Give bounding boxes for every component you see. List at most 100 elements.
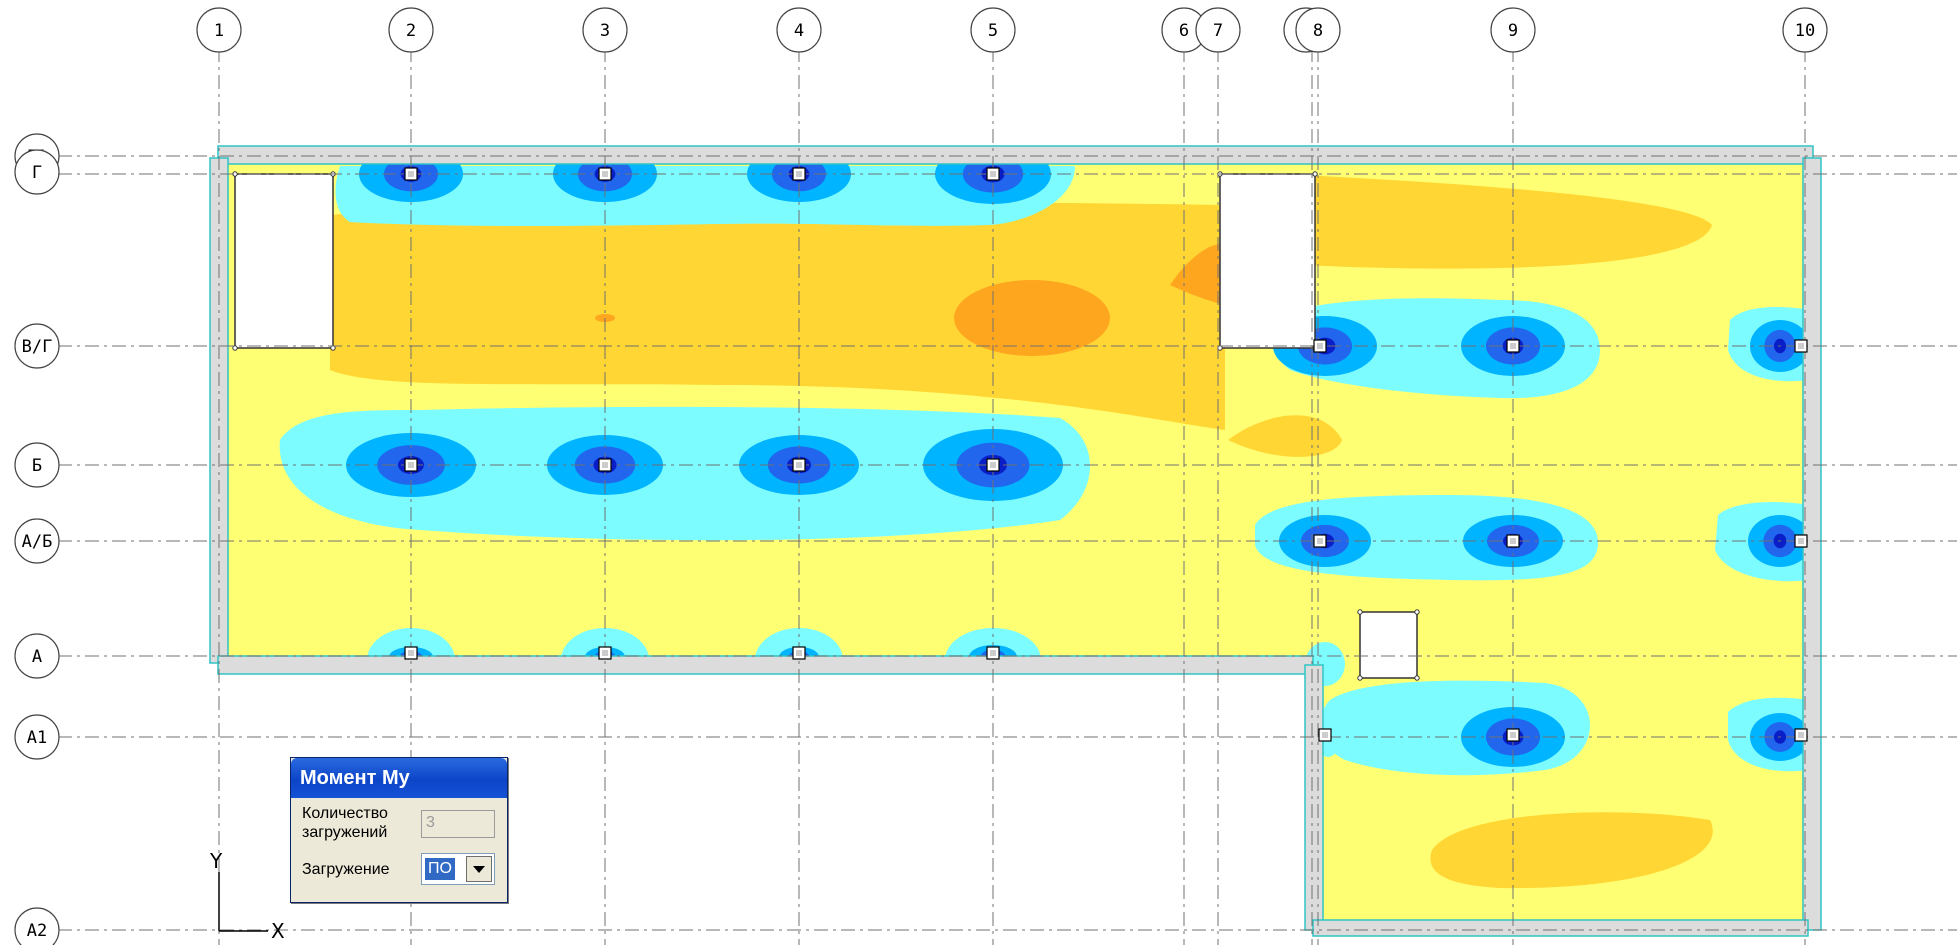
load-count-label: Количество загружений xyxy=(302,805,388,841)
opening-node xyxy=(1414,675,1420,681)
coordinate-axes-icon: Y X xyxy=(209,849,285,943)
axis-bubble-row-2: В/Г xyxy=(14,323,60,369)
column-marker-core xyxy=(1798,732,1804,738)
dialog-body: Количество загружений 3 Загружение ПО xyxy=(291,798,507,902)
axis-circle xyxy=(582,7,628,53)
column-marker-core xyxy=(602,171,608,177)
axis-label: 6 xyxy=(1179,21,1189,41)
column-marker-core xyxy=(990,462,996,468)
wall-segment xyxy=(217,145,1814,165)
axis-label: А1 xyxy=(27,728,47,748)
dialog-title[interactable]: Момент My xyxy=(291,758,507,798)
contour-orange-band xyxy=(330,202,1225,430)
dropdown-button[interactable] xyxy=(466,856,492,882)
axis-label: 10 xyxy=(1795,21,1815,41)
opening-node xyxy=(1357,675,1363,681)
axis-bubble-10: 10 xyxy=(1782,7,1828,53)
column-marker-core xyxy=(1510,343,1516,349)
axis-bubble-9: 9 xyxy=(1490,7,1536,53)
column-marker-core xyxy=(602,650,608,656)
contour-orange-band xyxy=(1228,415,1342,457)
axis-label: 9 xyxy=(1508,21,1518,41)
column-marker-core xyxy=(796,462,802,468)
column-markers xyxy=(404,167,1808,742)
axis-bubble-row-6: А1 xyxy=(14,714,60,760)
opening-node xyxy=(232,345,238,351)
y-axis-label: Y xyxy=(209,849,223,873)
column-marker-core xyxy=(408,650,414,656)
column-marker-core xyxy=(1510,732,1516,738)
axis-bubble-row-3: Б xyxy=(14,442,60,488)
axis-circle xyxy=(14,518,60,564)
slab-openings xyxy=(232,171,1420,681)
axis-circle xyxy=(14,714,60,760)
axis-circle xyxy=(14,907,60,945)
axis-bubble-2: 2 xyxy=(388,7,434,53)
axis-circle xyxy=(14,442,60,488)
axis-circle xyxy=(970,7,1016,53)
wall-segment xyxy=(1312,919,1809,937)
slab-opening xyxy=(1219,173,1316,349)
axis-label: 2 xyxy=(406,21,416,41)
axis-bubble-5: 5 xyxy=(970,7,1016,53)
axis-label: А/Б xyxy=(22,532,53,552)
axis-bubble-row-1: Г xyxy=(14,149,60,195)
opening-node xyxy=(1414,609,1420,615)
axis-circle xyxy=(1295,7,1341,53)
axis-bubble-3: 3 xyxy=(582,7,628,53)
column-marker-core xyxy=(408,462,414,468)
axis-bubble-row-5: А xyxy=(14,633,60,679)
column-marker-core xyxy=(1798,538,1804,544)
axis-bubble-7: 7 xyxy=(1195,7,1241,53)
axis-label: 5 xyxy=(988,21,998,41)
contour-orange-core xyxy=(1170,244,1225,305)
column-marker-core xyxy=(1510,538,1516,544)
column-marker-core xyxy=(1798,343,1804,349)
load-count-field: 3 xyxy=(421,810,495,838)
wall-segment xyxy=(217,655,1314,675)
axis-label: 8 xyxy=(1313,21,1323,41)
x-axis-label: X xyxy=(271,919,285,943)
column-marker-core xyxy=(602,462,608,468)
axis-label: 7 xyxy=(1213,21,1223,41)
column-marker-core xyxy=(796,171,802,177)
column-marker-core xyxy=(990,650,996,656)
axis-circle xyxy=(14,323,60,369)
axis-bubble-row-4: А/Б xyxy=(14,518,60,564)
axis-circle xyxy=(1490,7,1536,53)
column-marker-core xyxy=(1317,538,1323,544)
axis-circle xyxy=(388,7,434,53)
axis-bubble-row-7: А2 xyxy=(14,907,60,945)
column-marker-core xyxy=(990,171,996,177)
contour-orange-band xyxy=(1430,812,1713,889)
axis-label: А2 xyxy=(27,921,47,941)
axis-circle xyxy=(1195,7,1241,53)
axis-label: 4 xyxy=(794,21,804,41)
axis-label: 3 xyxy=(600,21,610,41)
wall-segment xyxy=(1304,664,1324,931)
axis-circle xyxy=(14,633,60,679)
slab-opening xyxy=(234,173,334,349)
axis-label: 1 xyxy=(214,21,224,41)
slab-opening xyxy=(1359,611,1418,679)
load-case-value: ПО xyxy=(425,858,455,880)
axis-label: Г xyxy=(32,163,42,183)
axis-label: А xyxy=(32,647,42,667)
contour-cyan-band xyxy=(279,406,1090,541)
axis-bubble-1: 1 xyxy=(196,7,242,53)
column-marker-core xyxy=(408,171,414,177)
moment-dialog[interactable]: Момент My Количество загружений 3 Загруж… xyxy=(290,757,508,903)
axis-label: Б xyxy=(32,456,42,476)
contour-orange-band xyxy=(1300,175,1712,269)
axis-bubble-8: 8 xyxy=(1283,7,1341,53)
axis-label: В/Г xyxy=(22,337,53,357)
contour-orange-core xyxy=(954,280,1110,356)
column-marker-core xyxy=(796,650,802,656)
load-case-label: Загружение xyxy=(302,861,390,878)
opening-node xyxy=(1357,609,1363,615)
load-case-select[interactable]: ПО xyxy=(421,853,495,885)
contour-cyan-band xyxy=(335,166,1076,226)
axis-circle xyxy=(14,149,60,195)
